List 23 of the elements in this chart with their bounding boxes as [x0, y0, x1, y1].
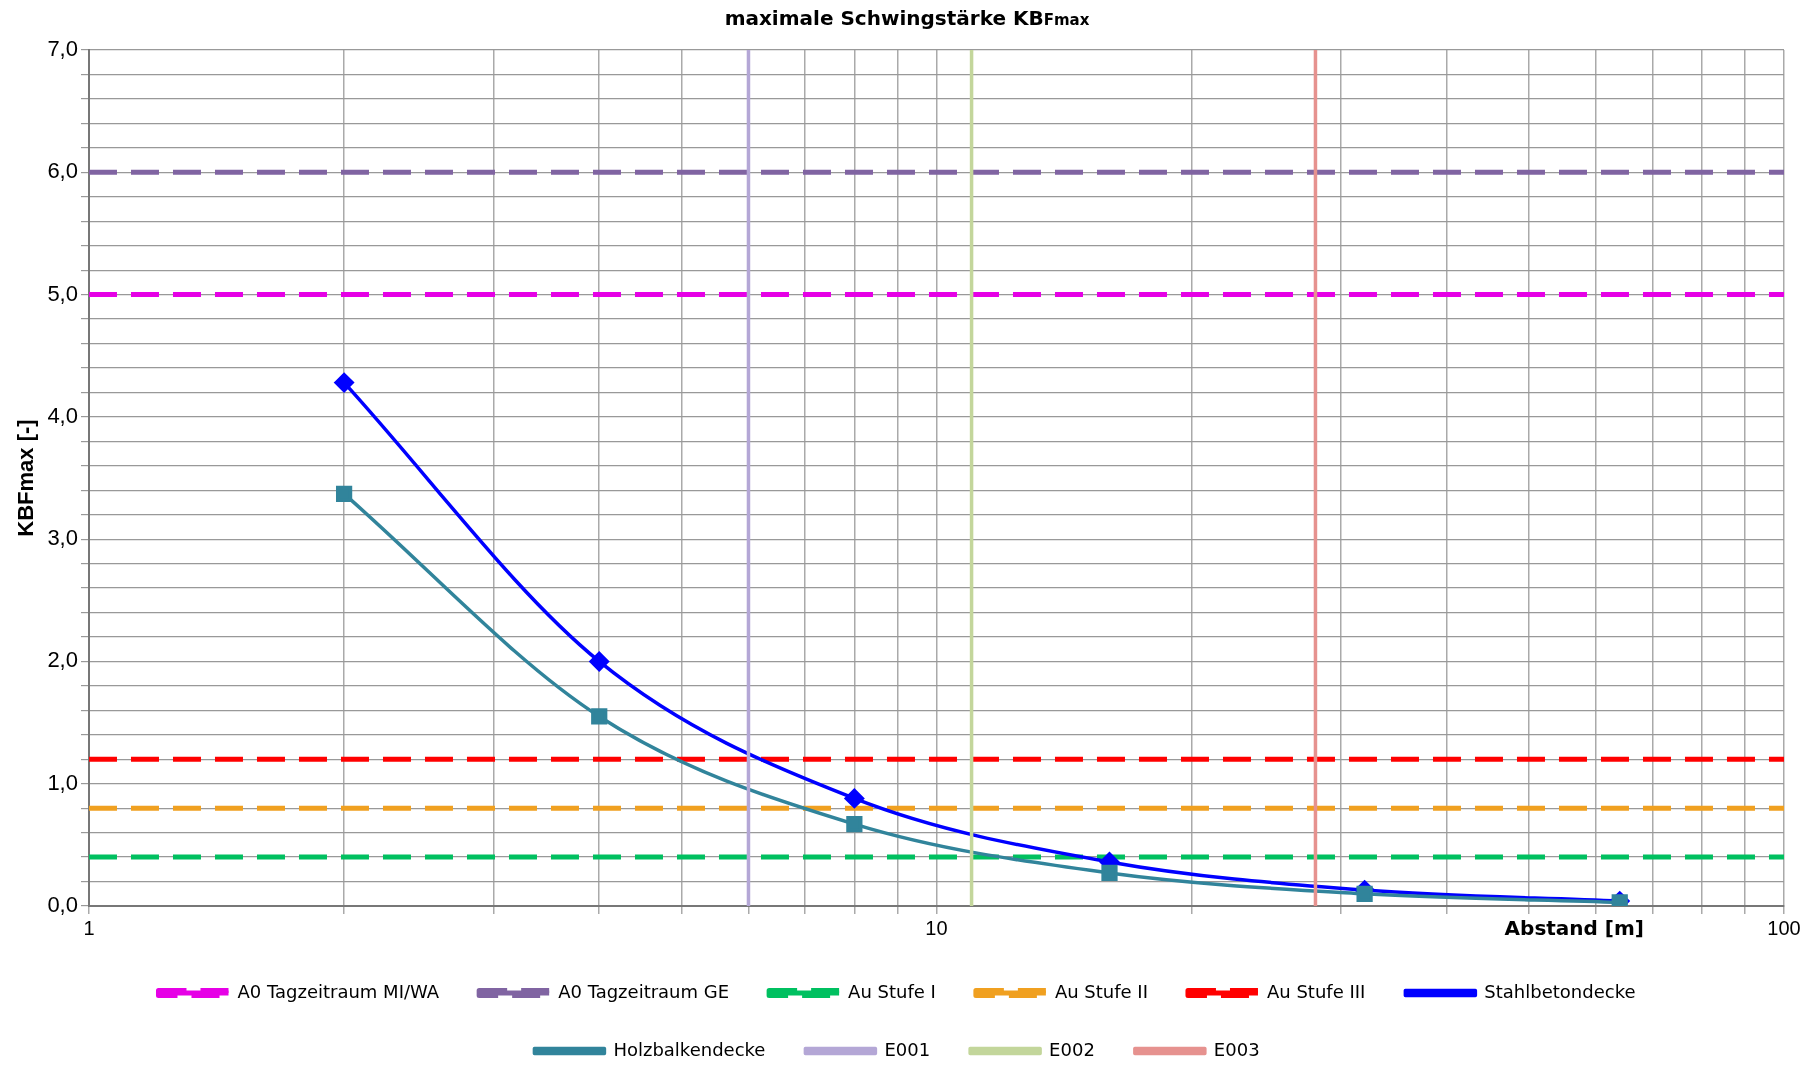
y-tick-label: 5,0: [47, 280, 78, 306]
x-tick-label: 1: [83, 916, 95, 939]
legend-label: Holzbalkendecke: [613, 1038, 766, 1060]
y-tick-label: 4,0: [47, 402, 78, 428]
y-tick-label: 2,0: [47, 647, 78, 673]
y-tick-label: 1,0: [47, 769, 78, 795]
legend-label: Au Stufe I: [848, 980, 936, 1002]
legend-label: Au Stufe II: [1054, 980, 1148, 1002]
x-axis-title: Abstand [m]: [1504, 916, 1644, 941]
legend-label: E003: [1213, 1038, 1260, 1060]
y-tick-label: 7,0: [47, 36, 78, 62]
y-tick-label: 0,0: [47, 892, 78, 918]
y-axis-title: KBFmax [-]: [13, 419, 39, 537]
legend-label: E002: [1049, 1038, 1095, 1060]
legend-label: Stahlbetondecke: [1484, 980, 1636, 1002]
legend-label: E001: [884, 1038, 931, 1060]
y-tick-label: 3,0: [47, 525, 78, 551]
legend-label: A0 Tagzeitraum MI/WA: [237, 980, 440, 1002]
legend-label: Au Stufe III: [1266, 980, 1366, 1002]
y-tick-label: 6,0: [47, 158, 78, 184]
legend-label: A0 Tagzeitraum GE: [558, 980, 730, 1002]
x-tick-label: 100: [1767, 916, 1801, 939]
x-tick-label: 10: [925, 916, 948, 939]
